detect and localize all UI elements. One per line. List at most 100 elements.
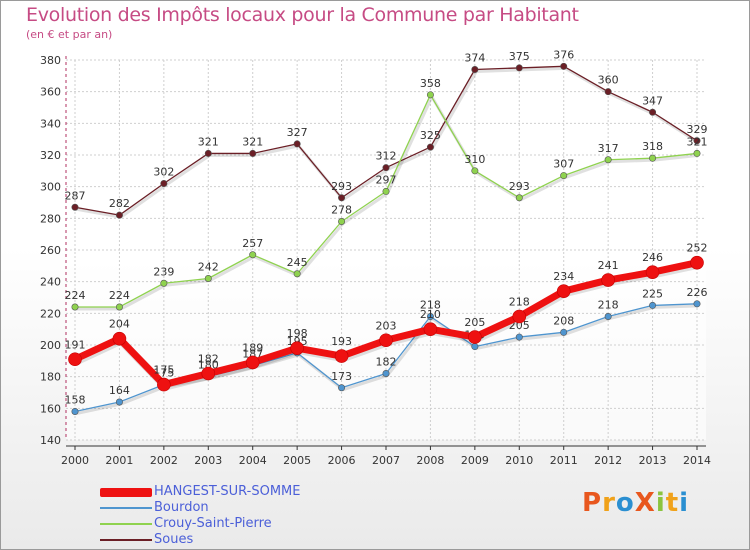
data-label: 312 [376, 150, 397, 163]
data-label: 218 [420, 299, 441, 312]
data-label: 173 [331, 370, 352, 383]
data-point [204, 149, 212, 157]
y-tick-label: 280 [40, 212, 61, 225]
data-label: 282 [109, 197, 130, 210]
x-tick-label: 2003 [194, 454, 222, 467]
data-label: 189 [242, 341, 263, 354]
x-tick-label: 2002 [150, 454, 178, 467]
legend-swatch-crouy [100, 523, 152, 525]
data-label: 210 [420, 308, 441, 321]
data-label: 278 [331, 204, 352, 217]
x-tick-label: 2004 [239, 454, 267, 467]
x-tick-label: 2012 [594, 454, 622, 467]
data-label: 193 [331, 335, 352, 348]
y-tick-label: 340 [40, 117, 61, 130]
x-tick-label: 2011 [550, 454, 578, 467]
data-label: 327 [287, 126, 308, 139]
data-label: 191 [65, 338, 86, 351]
data-label: 321 [198, 135, 219, 148]
data-label: 376 [553, 48, 574, 61]
data-label: 218 [598, 299, 619, 312]
data-label: 225 [642, 287, 663, 300]
data-point [423, 322, 438, 336]
data-label: 158 [65, 394, 86, 407]
x-tick-label: 2005 [283, 454, 311, 467]
data-point [245, 355, 260, 370]
data-point [382, 369, 390, 377]
data-point [649, 154, 657, 162]
data-point [693, 149, 701, 157]
data-point [604, 156, 612, 164]
legend-label-hangest: HANGEST-SUR-SOMME [154, 484, 301, 499]
data-point [204, 274, 212, 282]
data-label: 198 [287, 327, 308, 340]
data-label: 208 [553, 314, 574, 327]
y-tick-label: 140 [40, 434, 61, 447]
data-point [604, 88, 612, 96]
data-point [515, 194, 523, 202]
data-point [160, 279, 168, 287]
data-point [115, 211, 123, 219]
y-tick-label: 240 [40, 276, 61, 289]
data-label: 241 [598, 259, 619, 272]
y-tick-label: 380 [40, 54, 61, 67]
data-label: 360 [598, 74, 619, 87]
data-point [556, 284, 571, 298]
data-label: 293 [331, 180, 352, 193]
data-point [382, 164, 390, 172]
data-label: 302 [153, 166, 174, 179]
data-label: 325 [420, 129, 441, 142]
data-point [560, 328, 568, 336]
legend-label-soues: Soues [154, 532, 194, 547]
data-point [115, 303, 123, 311]
y-tick-label: 320 [40, 149, 61, 162]
y-tick-label: 180 [40, 371, 61, 384]
data-point [604, 312, 612, 320]
data-point [426, 143, 434, 151]
data-label: 318 [642, 140, 663, 153]
data-label: 246 [642, 251, 663, 264]
data-point [249, 251, 257, 259]
data-point [690, 255, 704, 270]
data-point [71, 203, 79, 211]
x-tick-label: 2006 [328, 454, 356, 467]
data-point [115, 398, 123, 406]
data-point [201, 366, 216, 381]
legend-swatch-hangest [100, 488, 152, 497]
x-tick-label: 2009 [461, 454, 489, 467]
data-label: 321 [242, 135, 263, 148]
data-label: 293 [509, 180, 530, 193]
data-label: 239 [153, 265, 174, 278]
data-label: 257 [242, 237, 263, 250]
data-point [334, 349, 349, 363]
data-point [426, 91, 434, 99]
legend-label-crouy: Crouy-Saint-Pierre [154, 516, 272, 531]
data-point [338, 384, 346, 392]
data-point [471, 66, 479, 74]
data-label: 252 [687, 242, 708, 255]
data-point [71, 303, 79, 311]
data-point [468, 330, 482, 344]
data-point [512, 309, 527, 324]
data-label: 245 [287, 256, 308, 269]
data-point [471, 343, 479, 351]
x-tick-label: 2013 [639, 454, 667, 467]
y-tick-label: 300 [40, 181, 61, 194]
data-label: 310 [464, 153, 485, 166]
x-tick-label: 2010 [505, 454, 533, 467]
data-label: 307 [553, 158, 574, 171]
y-tick-label: 220 [40, 307, 61, 320]
data-label: 347 [642, 94, 663, 107]
data-label: 374 [464, 52, 485, 65]
data-point [293, 270, 301, 278]
data-label: 242 [198, 261, 219, 274]
data-point [649, 301, 657, 309]
data-point [649, 108, 657, 116]
data-label: 297 [376, 173, 397, 186]
data-point [338, 218, 346, 226]
data-point [160, 180, 168, 188]
data-label: 329 [687, 123, 708, 136]
legend-swatch-bourdon [100, 507, 152, 509]
data-point [601, 273, 615, 287]
